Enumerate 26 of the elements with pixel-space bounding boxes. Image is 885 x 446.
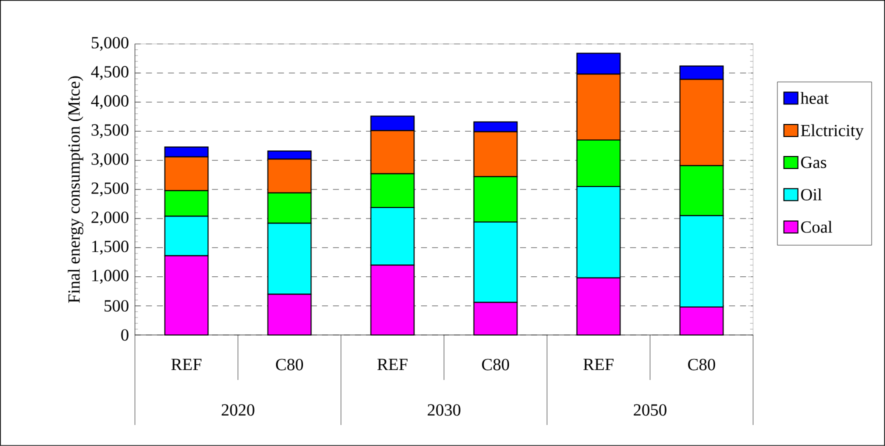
y-tick-label: 2,000 — [92, 212, 128, 226]
y-tick-label: 4,500 — [91, 66, 128, 80]
y-tick-label: 1,500 — [92, 240, 128, 255]
x-tick-label: REF — [171, 358, 202, 370]
legend-label: Oil — [801, 188, 822, 200]
text: 2050 — [634, 404, 666, 416]
legend-label: Coal — [801, 220, 832, 233]
y-tick-label: 4,000 — [91, 95, 128, 110]
x-tick-label: C80 — [482, 358, 510, 370]
y-tick-label: 5,000 — [92, 36, 128, 51]
text: 2030 — [428, 404, 460, 416]
legend-label: heat — [800, 92, 829, 104]
legend-label: Elctricity — [800, 124, 864, 140]
y-tick-label: 3,000 — [92, 153, 128, 168]
y-tick-label: 2,500 — [92, 182, 128, 196]
x-tick-label: REF — [583, 358, 614, 370]
y-tick-label: 3,500 — [92, 124, 128, 138]
y-axis-title: Final energy consumption (Mtce) — [68, 76, 84, 303]
y-tick-label: 0 — [121, 329, 128, 341]
y-tick-label: 500 — [104, 300, 128, 312]
x-tick-label: C80 — [276, 358, 303, 370]
legend-label: Gas — [801, 156, 826, 168]
text: 2020 — [222, 404, 254, 416]
x-tick-label: C80 — [688, 358, 716, 370]
x-tick-label: REF — [377, 358, 408, 370]
y-tick-label: 1,000 — [92, 270, 128, 284]
